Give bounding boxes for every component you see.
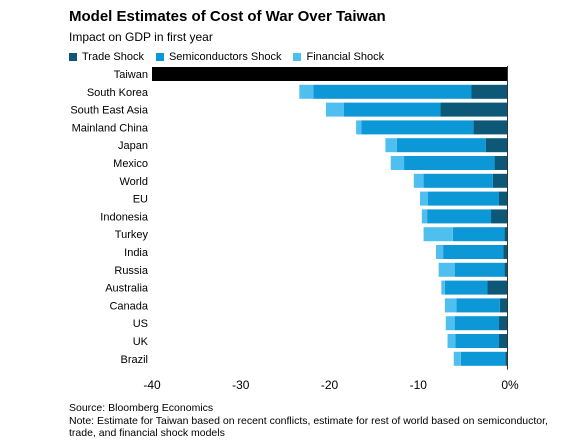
bar-russia-semiconductors-shock xyxy=(454,262,505,277)
x-tick-label-4: 0% xyxy=(501,378,519,392)
category-label-japan: Japan xyxy=(118,140,148,152)
legend-swatch-semiconductors xyxy=(155,53,164,61)
legend-swatch-trade xyxy=(69,53,77,61)
category-label-south-korea: South Korea xyxy=(87,87,149,99)
methodology-note: Note: Estimate for Taiwan based on recen… xyxy=(69,414,548,440)
bar-south-east-asia-trade-shock xyxy=(440,102,507,117)
bar-brazil-trade-shock xyxy=(505,351,507,366)
bar-turkey-financial-shock xyxy=(423,227,453,242)
bar-world-semiconductors-shock xyxy=(423,173,493,188)
bar-mainland-china-trade-shock xyxy=(473,120,507,135)
chart-title: Model Estimates of Cost of War Over Taiw… xyxy=(69,8,386,25)
category-label-russia: Russia xyxy=(114,265,149,277)
bar-south-korea-trade-shock xyxy=(471,84,507,99)
bar-indonesia-financial-shock xyxy=(421,209,428,224)
bar-uk-financial-shock xyxy=(447,334,456,348)
legend-item-trade: Trade Shock xyxy=(69,51,144,63)
category-label-australia: Australia xyxy=(105,283,149,295)
bar-canada-trade-shock xyxy=(499,298,507,313)
bar-us-financial-shock xyxy=(445,316,455,331)
bar-uk-trade-shock xyxy=(499,334,507,348)
bar-south-east-asia-financial-shock xyxy=(325,102,344,117)
bar-chart: Taiwan South Korea South East Asia Mainland… xyxy=(70,66,519,392)
footer: Source: Bloomberg Economics Note: Estima… xyxy=(69,402,564,440)
category-label-india: India xyxy=(124,247,149,259)
bar-australia-financial-shock xyxy=(441,280,445,295)
bar-brazil-financial-shock xyxy=(453,351,461,366)
bar-taiwan xyxy=(152,67,507,81)
bar-brazil-semiconductors-shock xyxy=(460,351,506,366)
bar-south-korea-semiconductors-shock xyxy=(313,84,472,99)
x-tick-label-3: -10 xyxy=(410,378,428,392)
bar-turkey-trade-shock xyxy=(504,227,507,242)
bar-world-financial-shock xyxy=(413,173,424,188)
bar-south-east-asia-semiconductors-shock xyxy=(343,102,441,117)
legend-swatch-financial xyxy=(293,53,302,61)
legend: Trade Shock Semiconductors Shock Financi… xyxy=(69,51,396,63)
bar-eu-financial-shock xyxy=(420,191,429,206)
bar-world-trade-shock xyxy=(492,173,507,188)
bar-japan-financial-shock xyxy=(385,138,397,153)
category-label-brazil: Brazil xyxy=(120,354,148,366)
legend-item-financial: Financial Shock xyxy=(293,51,384,63)
bar-india-financial-shock xyxy=(436,245,444,259)
category-label-eu: EU xyxy=(133,194,148,206)
category-label-south-east-asia: South East Asia xyxy=(70,105,149,117)
legend-label-semiconductors: Semiconductors Shock xyxy=(168,51,282,63)
category-label-taiwan: Taiwan xyxy=(114,69,148,81)
bar-eu-semiconductors-shock xyxy=(428,191,500,206)
bar-australia-trade-shock xyxy=(487,280,507,295)
category-label-uk: UK xyxy=(133,336,149,348)
bar-us-semiconductors-shock xyxy=(454,316,500,331)
bar-india-semiconductors-shock xyxy=(443,245,504,259)
category-label-mainland-china: Mainland China xyxy=(72,122,149,134)
bar-mainland-china-financial-shock xyxy=(356,120,362,135)
bar-mexico-financial-shock xyxy=(390,156,405,170)
legend-item-semiconductors: Semiconductors Shock xyxy=(155,51,282,63)
legend-label-trade: Trade Shock xyxy=(82,51,144,63)
x-tick-label-0: -40 xyxy=(143,378,161,392)
bar-turkey-semiconductors-shock xyxy=(452,227,505,242)
source-note: Source: Bloomberg Economics xyxy=(69,402,214,414)
bar-mexico-semiconductors-shock xyxy=(404,156,495,170)
bar-russia-financial-shock xyxy=(438,262,455,277)
bar-us-trade-shock xyxy=(499,316,507,331)
bar-eu-trade-shock xyxy=(499,191,507,206)
bar-mainland-china-semiconductors-shock xyxy=(361,120,474,135)
category-label-turkey: Turkey xyxy=(115,229,149,241)
bar-canada-semiconductors-shock xyxy=(456,298,500,313)
bar-indonesia-trade-shock xyxy=(491,209,507,224)
bar-canada-financial-shock xyxy=(444,298,457,313)
bar-indonesia-semiconductors-shock xyxy=(427,209,492,224)
x-tick-label-2: -20 xyxy=(321,378,339,392)
chart-subtitle: Impact on GDP in first year xyxy=(69,30,213,44)
bar-japan-semiconductors-shock xyxy=(396,138,486,153)
bar-australia-semiconductors-shock xyxy=(444,280,488,295)
legend-label-financial: Financial Shock xyxy=(306,51,385,63)
bar-south-korea-financial-shock xyxy=(299,84,314,99)
category-label-canada: Canada xyxy=(109,300,148,312)
bar-japan-trade-shock xyxy=(485,138,507,153)
bar-mexico-trade-shock xyxy=(494,156,507,170)
x-tick-label-1: -30 xyxy=(232,378,250,392)
category-label-world: World xyxy=(119,176,148,188)
bar-india-trade-shock xyxy=(503,245,507,259)
category-label-us: US xyxy=(133,318,148,330)
bar-russia-trade-shock xyxy=(504,262,507,277)
category-label-mexico: Mexico xyxy=(113,158,148,170)
category-label-indonesia: Indonesia xyxy=(100,211,149,223)
bar-uk-semiconductors-shock xyxy=(455,334,500,348)
